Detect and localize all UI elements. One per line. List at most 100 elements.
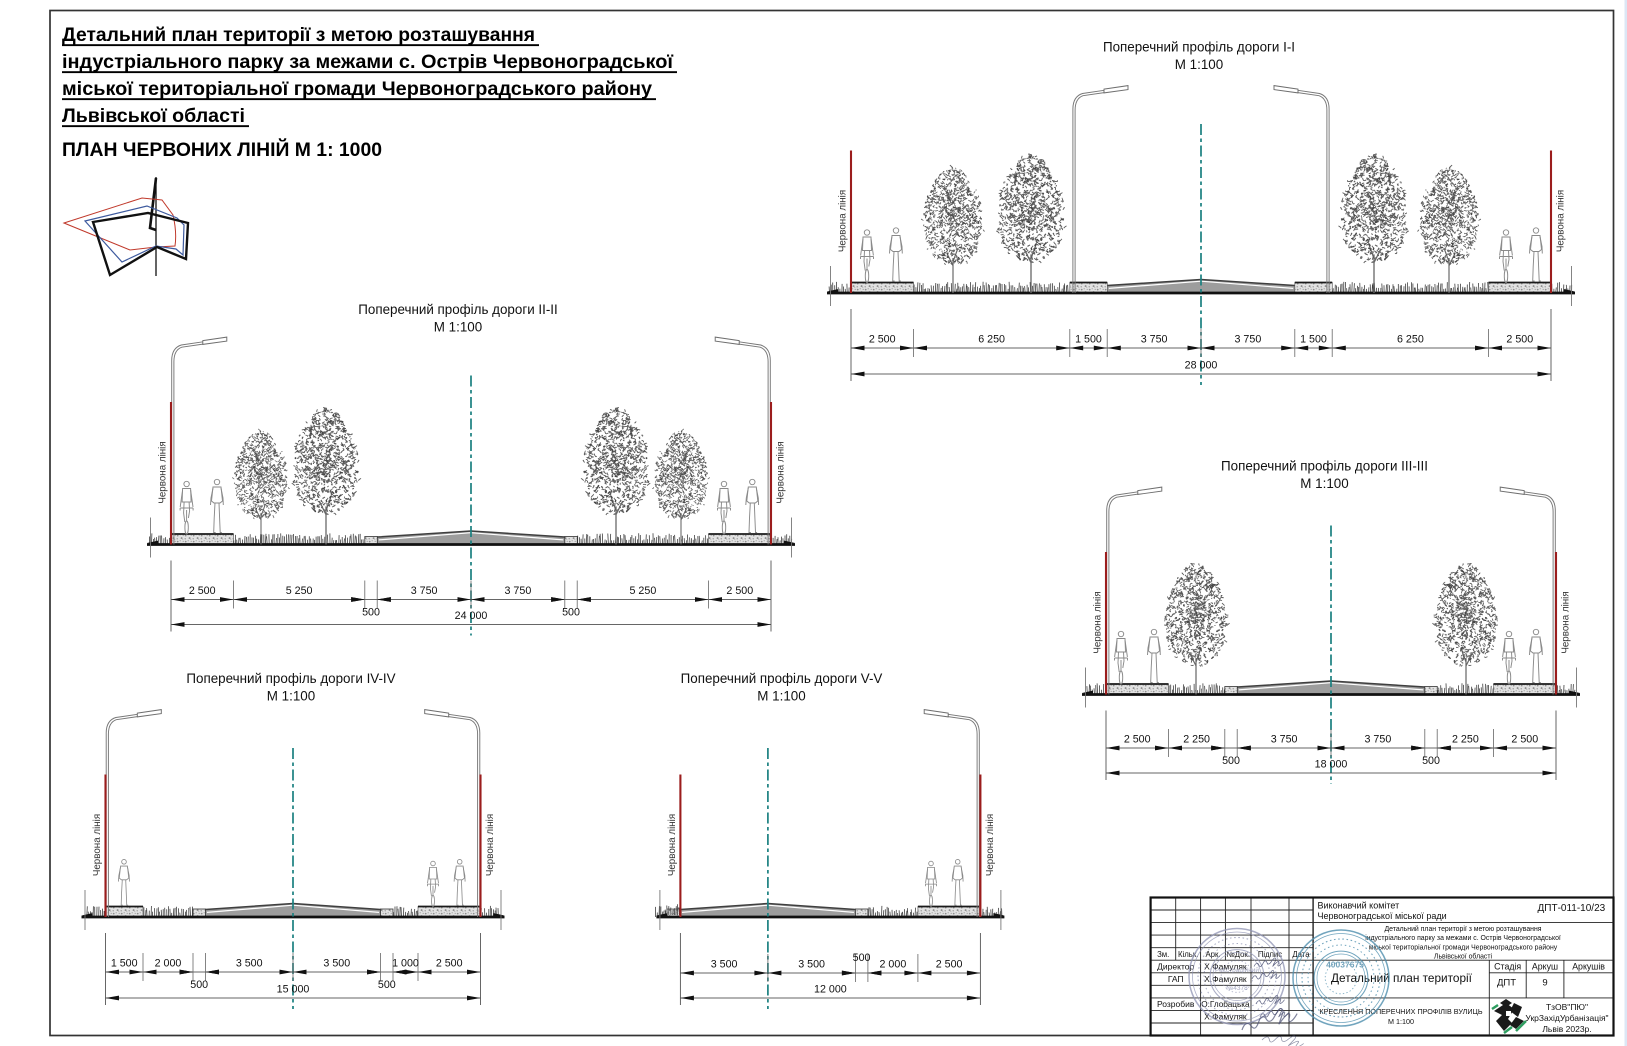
svg-text:3 750: 3 750 (1271, 734, 1298, 746)
svg-text:2 500: 2 500 (1506, 334, 1533, 346)
svg-text:Підпис: Підпис (1258, 950, 1282, 959)
svg-text:1 500: 1 500 (111, 958, 138, 970)
svg-text:М 1:100: М 1:100 (1300, 476, 1348, 491)
svg-text:КРЕСЛЕННЯ ПОПЕРЕЧНИХ ПРОФІЛІВ: КРЕСЛЕННЯ ПОПЕРЕЧНИХ ПРОФІЛІВ ВУЛИЦЬ (1319, 1007, 1482, 1016)
svg-text:3 750: 3 750 (1141, 334, 1168, 346)
svg-text:Поперечний профіль дороги V-V: Поперечний профіль дороги V-V (681, 671, 883, 686)
svg-text:Поперечний профіль дороги ІV-І: Поперечний профіль дороги ІV-ІV (186, 671, 395, 686)
svg-text:9: 9 (1542, 978, 1547, 989)
svg-text:2 500: 2 500 (1511, 734, 1538, 746)
svg-text:міської територіальної громади: міської територіальної громади Червоногр… (1369, 943, 1558, 951)
svg-text:6 250: 6 250 (1397, 334, 1424, 346)
svg-text:Розробив: Розробив (1157, 999, 1195, 1009)
svg-text:Виконавчий комітет: Виконавчий комітет (1318, 900, 1400, 910)
svg-text:Львів 2023р.: Львів 2023р. (1542, 1024, 1591, 1034)
svg-text:500: 500 (1422, 755, 1440, 767)
svg-text:Червоноградської міської ради: Червоноградської міської ради (1318, 911, 1447, 921)
svg-text:3 750: 3 750 (1235, 334, 1262, 346)
svg-text:500: 500 (853, 952, 871, 964)
svg-text:2 500: 2 500 (869, 334, 896, 346)
svg-text:міської територіальної громади: міської територіальної громади Червоногр… (62, 79, 652, 100)
svg-text:2 250: 2 250 (1452, 734, 1479, 746)
svg-text:28 000: 28 000 (1185, 360, 1218, 372)
svg-text:Червона лінія: Червона лінія (838, 190, 849, 252)
svg-text:індустріального парку за межам: індустріального парку за межами с. Острі… (62, 52, 674, 73)
svg-text:М 1:100: М 1:100 (1175, 57, 1223, 72)
svg-text:№Док.: №Док. (1226, 950, 1250, 959)
svg-text:Червона лінія: Червона лінія (985, 814, 996, 876)
svg-text:Червона лінія: Червона лінія (92, 814, 103, 876)
svg-text:500: 500 (562, 607, 580, 619)
svg-text:Аркушів: Аркушів (1572, 962, 1605, 972)
svg-text:2 500: 2 500 (726, 585, 753, 597)
svg-text:18 000: 18 000 (1315, 759, 1348, 771)
svg-text:Червона лінія: Червона лінія (1561, 591, 1572, 653)
svg-text:Детальний план території з мет: Детальний план території з метою розташу… (1384, 925, 1541, 933)
svg-text:2 500: 2 500 (936, 959, 963, 971)
svg-text:2 500: 2 500 (436, 958, 463, 970)
svg-text:2 500: 2 500 (189, 585, 216, 597)
svg-text:Дата: Дата (1292, 950, 1310, 959)
svg-text:Львівської області: Львівської області (1434, 953, 1493, 961)
svg-text:Арк.: Арк. (1205, 950, 1220, 959)
svg-text:Кільк.: Кільк. (1178, 950, 1198, 959)
svg-text:2 000: 2 000 (155, 958, 182, 970)
svg-text:1 000: 1 000 (392, 958, 419, 970)
svg-text:Червона лінія: Червона лінія (485, 814, 496, 876)
svg-text:2 500: 2 500 (1124, 734, 1151, 746)
svg-text:індустріального парку за межам: індустріального парку за межами с. Острі… (1365, 934, 1561, 942)
svg-text:3 750: 3 750 (1365, 734, 1392, 746)
svg-text:12 000: 12 000 (814, 984, 847, 996)
svg-text:Детальний план території з мет: Детальний план території з метою розташу… (62, 25, 535, 46)
svg-text:Червона лінія: Червона лінія (158, 441, 169, 503)
svg-text:24 000: 24 000 (455, 610, 488, 622)
svg-text:М 1:100: М 1:100 (434, 320, 482, 335)
svg-text:ДПТ-011-10/23: ДПТ-011-10/23 (1538, 903, 1606, 914)
svg-text:15 000: 15 000 (277, 984, 310, 996)
svg-text:3 500: 3 500 (798, 959, 825, 971)
svg-text:М 1:100: М 1:100 (1388, 1017, 1414, 1026)
svg-text:ПЛАН ЧЕРВОНИХ ЛІНІЙ М 1: 1000: ПЛАН ЧЕРВОНИХ ЛІНІЙ М 1: 1000 (62, 139, 382, 161)
svg-text:40037675: 40037675 (1326, 960, 1364, 970)
svg-text:3 750: 3 750 (505, 585, 532, 597)
svg-text:УкрЗахідУрбанізація": УкрЗахідУрбанізація" (1525, 1013, 1608, 1023)
svg-text:1 500: 1 500 (1075, 334, 1102, 346)
svg-text:Х.Фамуляк: Х.Фамуляк (1204, 962, 1247, 972)
svg-text:ДПТ: ДПТ (1497, 978, 1516, 989)
svg-text:Поперечний профіль дороги ІІІ-: Поперечний профіль дороги ІІІ-ІІІ (1221, 459, 1428, 474)
svg-text:Аркуш: Аркуш (1532, 962, 1558, 972)
svg-text:Зм.: Зм. (1157, 950, 1169, 959)
svg-text:ТзОВ"ПЮ": ТзОВ"ПЮ" (1546, 1002, 1588, 1012)
svg-text:500: 500 (1222, 755, 1240, 767)
svg-text:Директор: Директор (1157, 962, 1194, 972)
svg-text:Стадія: Стадія (1494, 962, 1521, 972)
svg-text:Реєстраційний: Реєстраційний (1215, 966, 1259, 974)
svg-text:Червона лінія: Червона лінія (776, 441, 787, 503)
svg-text:Поперечний профіль дороги ІІ-І: Поперечний профіль дороги ІІ-ІІ (358, 302, 558, 317)
svg-text:3 500: 3 500 (323, 958, 350, 970)
svg-text:Львівської області: Львівської області (62, 106, 245, 127)
svg-text:М 1:100: М 1:100 (267, 689, 315, 704)
svg-text:Х.Фамуляк: Х.Фамуляк (1204, 1012, 1247, 1022)
svg-text:5 250: 5 250 (286, 585, 313, 597)
svg-text:500: 500 (362, 607, 380, 619)
svg-text:500: 500 (190, 979, 208, 991)
svg-text:Червона лінія: Червона лінія (1556, 190, 1567, 252)
svg-text:500: 500 (378, 979, 396, 991)
svg-text:1 500: 1 500 (1300, 334, 1327, 346)
svg-text:Поперечний профіль дороги І-І: Поперечний профіль дороги І-І (1103, 40, 1295, 55)
svg-text:2 000: 2 000 (880, 959, 907, 971)
svg-text:3 500: 3 500 (236, 958, 263, 970)
svg-text:№4378: №4378 (1226, 985, 1248, 992)
svg-text:ГАП: ГАП (1168, 974, 1184, 984)
svg-text:Х.Фамуляк: Х.Фамуляк (1204, 974, 1247, 984)
svg-text:О.Глобацька: О.Глобацька (1201, 1000, 1250, 1009)
svg-text:2 250: 2 250 (1183, 734, 1210, 746)
svg-text:3 500: 3 500 (711, 959, 738, 971)
svg-text:М 1:100: М 1:100 (757, 689, 805, 704)
svg-text:5 250: 5 250 (630, 585, 657, 597)
svg-text:Детальний план території: Детальний план території (1331, 971, 1473, 985)
svg-text:Червона лінія: Червона лінія (667, 814, 678, 876)
svg-text:Червона лінія: Червона лінія (1093, 591, 1104, 653)
svg-text:3 750: 3 750 (411, 585, 438, 597)
